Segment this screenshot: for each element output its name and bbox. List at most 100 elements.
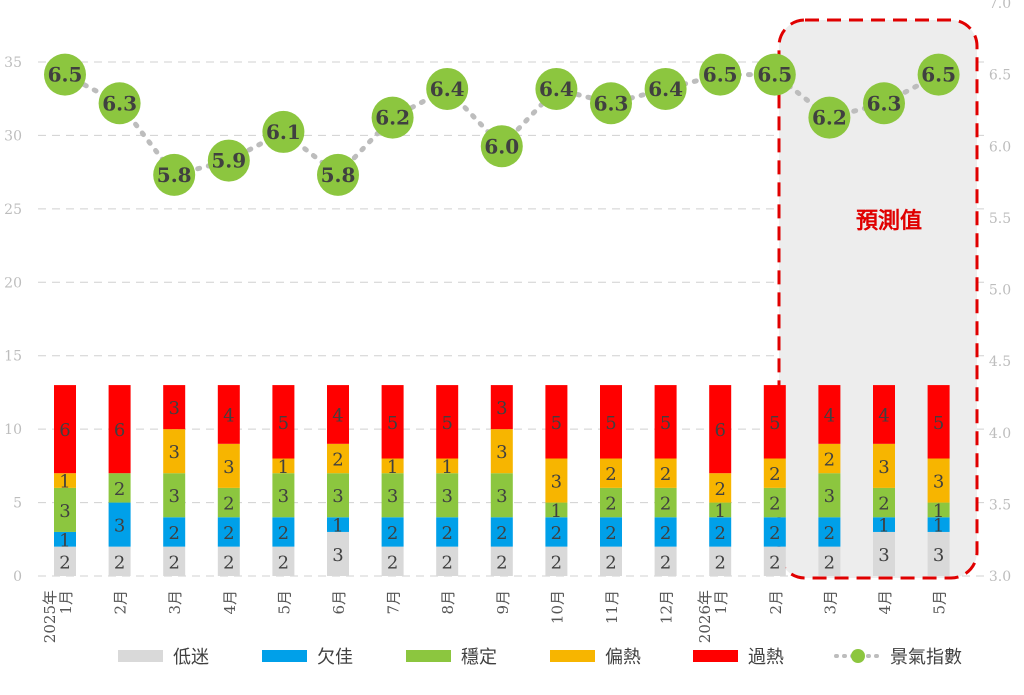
- bar-segment-偏熱: [54, 473, 76, 488]
- x-tick-label-line: 3月: [821, 590, 839, 615]
- bar-segment-偏熱: [818, 443, 841, 474]
- bar-segment-低迷: [272, 546, 295, 576]
- bar-segment-過熱: [436, 385, 459, 459]
- bar-segment-偏熱: [709, 473, 732, 503]
- bar-value-label: 1: [332, 516, 343, 537]
- legend-line-marker: [851, 649, 865, 663]
- bar-value-label: 1: [933, 516, 944, 537]
- bar-value-label: 3: [332, 545, 343, 566]
- index-point-label: 6.4: [539, 77, 574, 101]
- bar-value-label: 3: [168, 442, 179, 463]
- bar-segment-低迷: [545, 546, 568, 576]
- bar-value-label: 2: [223, 552, 234, 573]
- bar-value-label: 2: [59, 552, 70, 573]
- bar-value-label: 4: [878, 405, 889, 426]
- x-tick-label: 5月: [275, 590, 293, 615]
- bar-value-label: 2: [660, 494, 671, 515]
- bar-value-label: 2: [660, 552, 671, 573]
- bar-segment-低迷: [436, 546, 459, 576]
- bar-value-label: 2: [278, 552, 289, 573]
- index-point-label: 6.3: [594, 91, 629, 115]
- x-tick-label-line: 11月: [603, 590, 621, 624]
- bar-segment-穩定: [381, 473, 404, 518]
- x-tick-label: 11月: [603, 590, 621, 624]
- bar-value-label: 1: [714, 501, 725, 522]
- bar-segment-偏熱: [272, 458, 295, 474]
- index-point: [535, 67, 578, 110]
- bar-segment-欠佳: [490, 517, 513, 547]
- x-tick-label: 3月: [166, 590, 184, 615]
- x-tick-label: 4月: [221, 590, 239, 615]
- index-point: [426, 67, 469, 110]
- bar-value-label: 5: [605, 413, 616, 434]
- bar-segment-低迷: [54, 546, 76, 576]
- left-tick-label: 25: [4, 202, 22, 218]
- index-point: [808, 96, 851, 139]
- bar-segment-欠佳: [272, 517, 295, 547]
- legend-label: 欠佳: [317, 647, 353, 668]
- bar-segment-偏熱: [600, 458, 622, 488]
- bar-value-label: 5: [933, 413, 944, 434]
- bar-segment-穩定: [108, 473, 131, 503]
- bar-value-label: 2: [824, 552, 835, 573]
- bar-segment-穩定: [654, 487, 677, 518]
- bar-value-label: 3: [278, 486, 289, 507]
- x-tick-label: 8月: [439, 590, 457, 615]
- bar-segment-欠佳: [654, 517, 677, 547]
- bar-value-label: 2: [496, 523, 507, 544]
- x-tick-label-line: 5月: [275, 590, 293, 615]
- bar-value-label: 2: [714, 479, 725, 500]
- x-tick-label-line: 6月: [330, 590, 348, 615]
- bar-segment-過熱: [108, 385, 131, 474]
- bar-value-label: 2: [605, 494, 616, 515]
- index-point-label: 6.5: [921, 63, 956, 87]
- index-line-series: 6.5 6.3 5.8 5.9 6.1 5.8 6.2 6.4 6.0 6.4 6.3 6.4 6.5 6…: [44, 53, 960, 196]
- index-point: [753, 53, 796, 96]
- bar-segment-穩定: [545, 502, 568, 518]
- index-point-label: 6.2: [375, 106, 410, 130]
- bar-segment-穩定: [54, 487, 76, 532]
- bar-segment-欠佳: [436, 517, 459, 547]
- bar-value-label: 3: [878, 545, 889, 566]
- index-point-label: 6.2: [812, 106, 847, 130]
- bar-value-label: 3: [168, 486, 179, 507]
- bar-segment-過熱: [763, 385, 786, 459]
- bar-segment-欠佳: [108, 502, 131, 547]
- bar-value-label: 5: [769, 413, 780, 434]
- bar-segment-穩定: [436, 473, 459, 518]
- bar-segment-穩定: [490, 473, 513, 518]
- bar-value-label: 1: [878, 516, 889, 537]
- index-point: [44, 53, 86, 96]
- bar-segment-偏熱: [545, 458, 568, 503]
- bar-segment-穩定: [873, 487, 895, 518]
- bar-value-label: 1: [387, 457, 398, 478]
- bar-segment-偏熱: [381, 458, 404, 474]
- legend-swatch-過熱: [693, 650, 738, 662]
- bar-value-label: 3: [824, 486, 835, 507]
- bar-value-label: 3: [59, 501, 70, 522]
- x-tick-label: 6月: [330, 590, 348, 615]
- left-tick-label: 5: [13, 496, 22, 512]
- right-tick-label: 4.0: [989, 426, 1011, 442]
- bar-segment-過熱: [54, 385, 76, 474]
- left-tick-label: 30: [4, 128, 22, 144]
- index-point-label: 6.5: [757, 63, 792, 87]
- legend-label: 過熱: [748, 647, 784, 668]
- bar-value-label: 1: [59, 530, 70, 551]
- bar-segment-穩定: [709, 502, 732, 518]
- bar-segment-偏熱: [436, 458, 459, 474]
- index-point: [371, 96, 414, 139]
- bar-segment-欠佳: [709, 517, 732, 547]
- bar-segment-偏熱: [927, 458, 950, 503]
- legend: 低迷 欠佳 穩定 偏熱 過熱 景氣指數: [118, 647, 962, 668]
- bar-segment-欠佳: [163, 517, 186, 547]
- bar-segment-低迷: [654, 546, 677, 576]
- legend-swatch-欠佳: [262, 650, 307, 662]
- right-tick-label: 3.0: [989, 569, 1011, 585]
- index-point: [863, 82, 905, 125]
- bar-value-label: 5: [660, 413, 671, 434]
- bar-value-label: 1: [278, 457, 289, 478]
- bar-segment-過熱: [654, 385, 677, 459]
